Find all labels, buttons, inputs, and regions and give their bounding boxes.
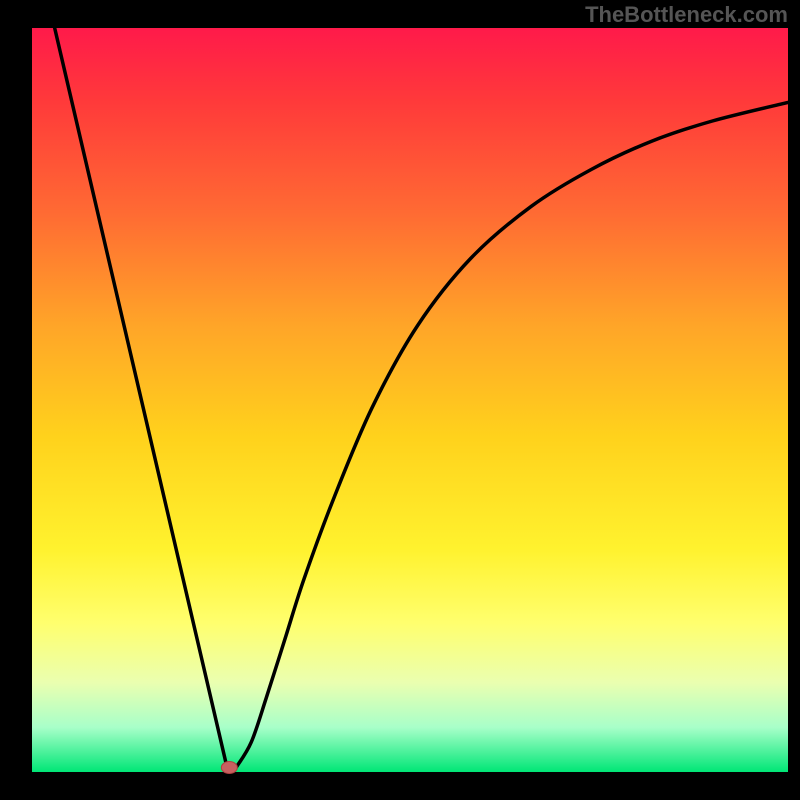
watermark-text: TheBottleneck.com: [585, 2, 788, 28]
minimum-marker: [221, 762, 237, 774]
chart-container: TheBottleneck.com: [0, 0, 800, 800]
curve-layer: [32, 28, 788, 772]
plot-area: [32, 28, 788, 772]
bottleneck-curve: [55, 28, 788, 768]
